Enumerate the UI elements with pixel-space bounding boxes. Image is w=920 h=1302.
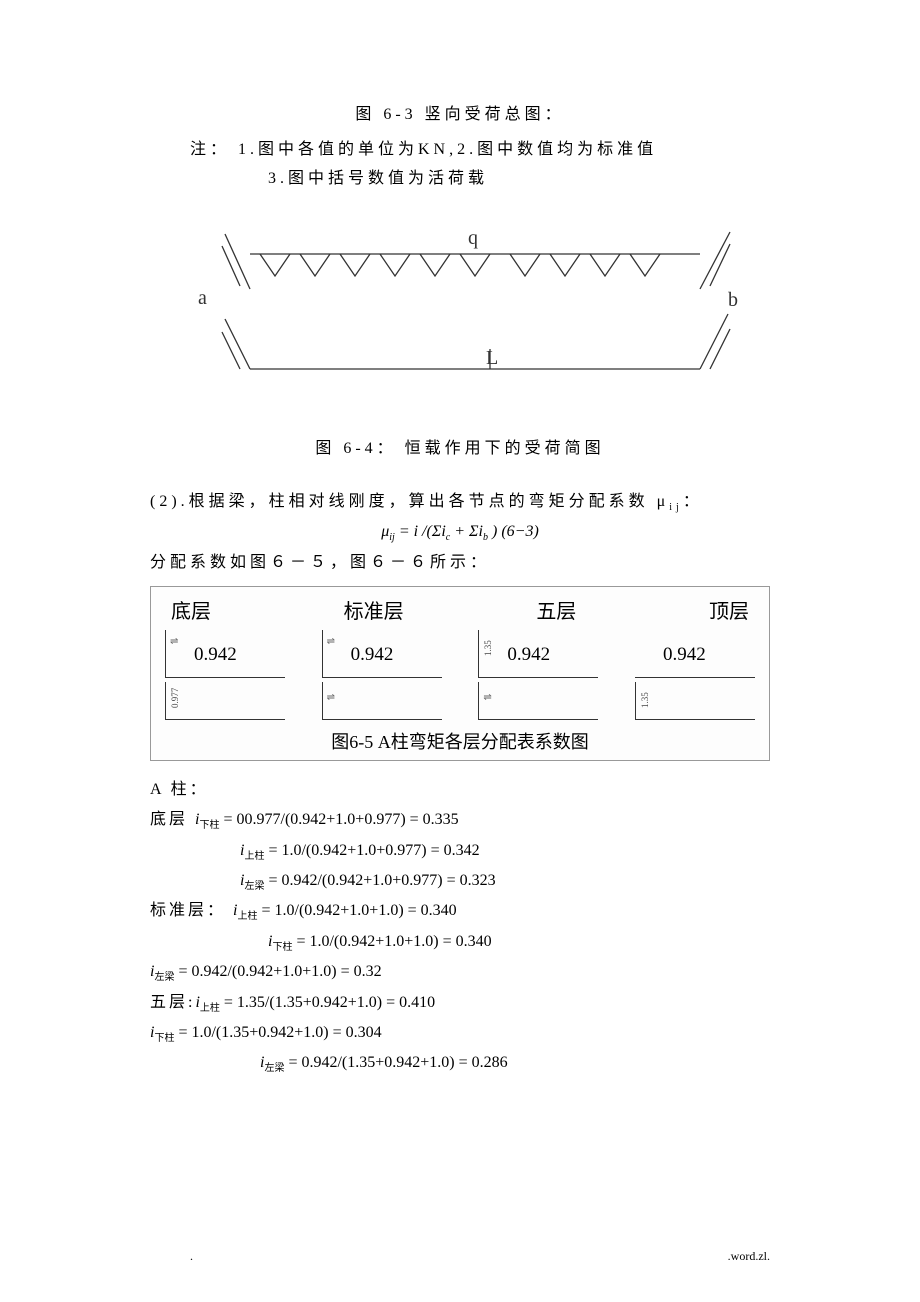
tiny-icon: ⇌: [170, 636, 178, 647]
f-tail: ) (6−3): [492, 523, 539, 540]
dist-sm-2: ⇌: [478, 682, 598, 720]
tiny-icon: ⇌: [483, 692, 491, 703]
e7: = 1.0/(1.35+0.942+1.0) = 0.304: [174, 1024, 381, 1041]
dist-cell-1: ⇌ 0.942: [322, 630, 442, 678]
e5: = 0.942/(0.942+1.0+1.0) = 0.32: [174, 963, 381, 980]
dist-sm-3: 1.35: [635, 682, 755, 720]
e4: = 1.0/(0.942+1.0+1.0) = 0.340: [292, 933, 491, 950]
calculation-block: A 柱： 底层 i下柱 = 00.977/(0.942+1.0+0.977) =…: [150, 775, 770, 1079]
note-line-1: 注： 1.图中各值的单位为KN,2.图中数值均为标准值: [190, 136, 770, 165]
dist-sm-1: ⇌: [322, 682, 442, 720]
figure-caption-6-5: 图6-5 A柱弯矩各层分配表系数图: [161, 728, 759, 754]
s0: 下柱: [199, 820, 219, 831]
svg-text:a: a: [198, 287, 207, 309]
calc-line-4: i下柱 = 1.0/(0.942+1.0+1.0) = 0.340: [150, 927, 770, 957]
dist-bottom-row: 0.977 ⇌ ⇌ 1.35: [161, 682, 759, 720]
distribution-diagram-box: 底层 标准层 五层 顶层 ⇌ 0.942 ⇌ 0.942 1.35 0.942 …: [150, 586, 770, 761]
f-b: b: [483, 532, 488, 543]
hdr-3: 顶层: [709, 595, 749, 624]
rot-b0: 0.977: [170, 688, 180, 708]
notes-block: 注： 1.图中各值的单位为KN,2.图中数值均为标准值 3.图中括号数值为活荷载: [190, 136, 770, 194]
svg-text:b: b: [728, 289, 738, 311]
calc-line-3: 标准层： i上柱 = 1.0/(0.942+1.0+1.0) = 0.340: [150, 896, 770, 926]
rot-b3: 1.35: [640, 692, 650, 708]
hdr-2: 五层: [536, 595, 576, 624]
dist-val-3: 0.942: [663, 644, 706, 666]
calc-line-0: 底层 i下柱 = 00.977/(0.942+1.0+0.977) = 0.33…: [150, 805, 770, 835]
calc-line-7: i下柱 = 1.0/(1.35+0.942+1.0) = 0.304: [150, 1018, 770, 1048]
f-mid: + Σi: [454, 523, 483, 540]
beam-load-diagram: q a: [170, 214, 750, 394]
dist-cell-3: 0.942: [635, 630, 755, 678]
calc-line-2: i左梁 = 0.942/(0.942+1.0+0.977) = 0.323: [150, 866, 770, 896]
rot-2: 1.35: [483, 640, 493, 656]
calc-line-6: 五层:i上柱 = 1.35/(1.35+0.942+1.0) = 0.410: [150, 988, 770, 1018]
s8: 左梁: [264, 1063, 284, 1074]
s4: 下柱: [272, 942, 292, 953]
figure-caption-6-4: 图 6-4： 恒载作用下的受荷简图: [150, 434, 770, 458]
calc-line-8: i左梁 = 0.942/(1.35+0.942+1.0) = 0.286: [150, 1048, 770, 1078]
e0: = 00.977/(0.942+1.0+0.977) = 0.335: [219, 811, 458, 828]
hdr-0: 底层: [171, 595, 211, 624]
figure-caption-6-3: 图 6-3 竖向受荷总图：: [150, 100, 770, 124]
paragraph-2: (2).根据梁，柱相对线刚度，算出各节点的弯矩分配系数 μij：: [150, 488, 770, 517]
tiny-icon: ⇌: [327, 636, 335, 647]
dist-val-0: 0.942: [194, 644, 237, 666]
p6: 五层:: [150, 994, 195, 1011]
calc-line-1: i上柱 = 1.0/(0.942+1.0+0.977) = 0.342: [150, 836, 770, 866]
footer-right: .word.zl.: [728, 1249, 770, 1264]
e1: = 1.0/(0.942+1.0+0.977) = 0.342: [264, 842, 479, 859]
tiny-icon: ⇌: [327, 692, 335, 703]
e8: = 0.942/(1.35+0.942+1.0) = 0.286: [284, 1054, 507, 1071]
s3: 上柱: [237, 912, 257, 923]
s7: 下柱: [154, 1033, 174, 1044]
note-line-2: 3.图中括号数值为活荷载: [268, 165, 770, 194]
dist-sm-0: 0.977: [165, 682, 285, 720]
s1: 上柱: [244, 851, 264, 862]
s6: 上柱: [200, 1003, 220, 1014]
dist-values-row: ⇌ 0.942 ⇌ 0.942 1.35 0.942 0.942: [161, 630, 759, 682]
e3: = 1.0/(0.942+1.0+1.0) = 0.340: [257, 902, 456, 919]
e2: = 0.942/(0.942+1.0+0.977) = 0.323: [264, 872, 495, 889]
footer-left: .: [190, 1249, 193, 1264]
p3: 标准层：: [150, 902, 233, 919]
dist-val-1: 0.942: [351, 644, 394, 666]
s5: 左梁: [154, 972, 174, 983]
mu-symbol: μ: [657, 493, 670, 510]
e6: = 1.35/(1.35+0.942+1.0) = 0.410: [220, 994, 435, 1011]
calc-line-5: i左梁 = 0.942/(0.942+1.0+1.0) = 0.32: [150, 957, 770, 987]
dist-val-2: 0.942: [507, 644, 550, 666]
para1-text: (2).根据梁，柱相对线刚度，算出各节点的弯矩分配系数: [150, 493, 649, 510]
f-ij: ij: [389, 532, 395, 543]
calc-title: A 柱：: [150, 775, 770, 805]
dist-headers: 底层 标准层 五层 顶层: [161, 595, 759, 630]
f-eq: = i /(Σi: [399, 523, 446, 540]
svg-text:L: L: [486, 347, 498, 369]
paragraph-3: 分配系数如图６－５，图６－６所示：: [150, 549, 770, 578]
hdr-1: 标准层: [344, 595, 404, 624]
svg-text:q: q: [468, 227, 478, 249]
formula-6-3: μij = i /(Σic + Σib ) (6−3): [150, 523, 770, 543]
p0: 底层: [150, 811, 195, 828]
f-c: c: [446, 532, 450, 543]
s2: 左梁: [244, 881, 264, 892]
dist-cell-2: 1.35 0.942: [478, 630, 598, 678]
dist-cell-0: ⇌ 0.942: [165, 630, 285, 678]
mu-sub: ij: [669, 502, 683, 513]
